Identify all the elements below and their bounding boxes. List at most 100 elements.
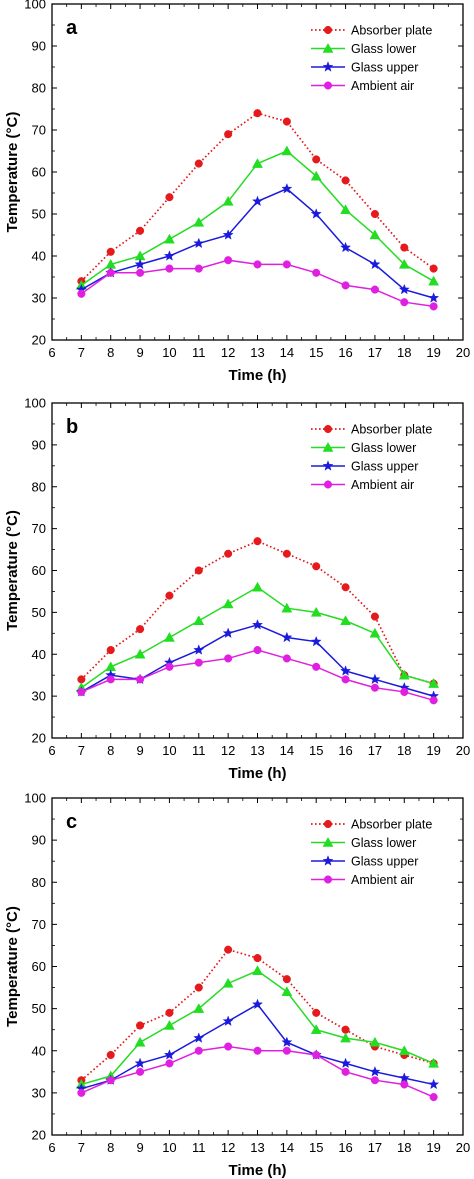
legend-marker: [322, 855, 334, 866]
legend: Absorber plate Glass lower Glass upper Ambi…: [311, 818, 432, 887]
x-tick-label: 11: [192, 1140, 206, 1155]
data-point: [163, 250, 175, 261]
data-point: [369, 229, 381, 240]
data-point: [398, 1072, 410, 1083]
legend-marker: [323, 819, 333, 829]
data-point: [193, 216, 205, 227]
legend-label: Glass upper: [351, 460, 418, 474]
data-point: [134, 258, 146, 270]
y-tick-label: 80: [32, 479, 46, 494]
legend-marker: [322, 42, 334, 53]
data-point: [193, 644, 205, 655]
x-tick-label: 17: [368, 743, 382, 758]
data-point: [165, 264, 174, 273]
y-tick-label: 90: [32, 39, 46, 54]
data-point: [164, 1019, 175, 1030]
data-point: [106, 247, 115, 256]
x-tick-label: 13: [250, 1140, 264, 1155]
legend-marker: [323, 81, 333, 90]
data-point: [400, 243, 409, 252]
legend-label: Glass lower: [351, 42, 416, 56]
data-point: [429, 1093, 438, 1102]
legend-label: Glass upper: [351, 855, 418, 869]
data-point: [369, 258, 381, 270]
x-tick-label: 10: [162, 345, 176, 360]
data-point: [400, 687, 409, 696]
data-point: [369, 1036, 381, 1047]
x-tick-label: 14: [280, 1140, 294, 1155]
data-point: [429, 264, 438, 273]
y-tick-label: 40: [32, 1043, 46, 1058]
data-point: [224, 654, 233, 663]
data-point: [193, 1003, 205, 1013]
data-point: [428, 275, 440, 286]
data-point: [429, 696, 438, 705]
series-line: [81, 1003, 434, 1090]
series-ambient-air: [77, 646, 438, 705]
y-tick-label: 70: [32, 917, 46, 932]
data-point: [222, 1015, 234, 1026]
series-glass-upper: [75, 998, 440, 1094]
series-line: [80, 586, 434, 689]
data-point: [312, 1050, 321, 1060]
legend-label: Glass lower: [351, 836, 416, 850]
series-absorber-plate: [77, 109, 438, 286]
legend-label: Ambient air: [351, 79, 414, 93]
series-ambient-air: [77, 1042, 438, 1102]
legend-marker: [323, 424, 333, 434]
data-point: [164, 233, 175, 244]
data-point: [194, 1046, 203, 1055]
x-tick-label: 8: [107, 743, 114, 758]
x-tick-label: 17: [368, 345, 382, 360]
x-tick-label: 8: [107, 1140, 114, 1155]
data-point: [77, 289, 86, 298]
data-point: [106, 268, 115, 277]
panel-label: b: [66, 416, 78, 438]
x-tick-label: 12: [221, 345, 235, 360]
data-point: [340, 204, 351, 215]
data-point: [252, 581, 263, 592]
x-tick-label: 9: [136, 743, 143, 758]
data-point: [194, 566, 203, 575]
x-tick-label: 10: [162, 743, 176, 758]
data-point: [165, 591, 174, 600]
data-point: [194, 983, 203, 992]
legend-label: Ambient air: [351, 478, 414, 492]
series-ambient-air: [77, 256, 438, 311]
data-point: [222, 598, 234, 609]
x-tick-label: 11: [192, 345, 206, 360]
data-point: [400, 1080, 409, 1089]
x-tick-label: 18: [397, 1140, 411, 1155]
y-tick-label: 80: [32, 875, 46, 890]
y-tick-label: 50: [32, 1001, 46, 1016]
data-point: [312, 562, 321, 571]
data-point: [281, 631, 293, 643]
data-point: [282, 975, 291, 984]
legend-marker: [323, 480, 333, 489]
data-point: [370, 1076, 379, 1085]
y-tick-label: 20: [32, 731, 46, 746]
y-tick-label: 20: [32, 1128, 46, 1143]
y-tick-label: 50: [32, 605, 46, 620]
y-tick-label: 30: [32, 291, 46, 306]
data-point: [252, 998, 263, 1010]
data-point: [370, 209, 379, 219]
x-tick-label: 8: [107, 345, 114, 360]
data-point: [428, 292, 440, 303]
y-tick-label: 90: [32, 437, 46, 452]
data-point: [312, 662, 321, 671]
x-tick-label: 18: [397, 743, 411, 758]
data-point: [281, 602, 293, 613]
x-tick-label: 18: [397, 345, 411, 360]
legend-label: Absorber plate: [351, 24, 432, 38]
data-point: [194, 658, 203, 667]
data-point: [136, 268, 145, 277]
x-tick-label: 16: [338, 1140, 352, 1155]
x-tick-label: 19: [426, 743, 440, 758]
data-point: [341, 1025, 350, 1034]
series-line: [80, 187, 434, 299]
x-tick-label: 9: [136, 1140, 143, 1155]
y-tick-label: 100: [24, 791, 46, 806]
y-axis-title: Temperature (°C): [4, 112, 21, 233]
data-point: [369, 627, 381, 638]
